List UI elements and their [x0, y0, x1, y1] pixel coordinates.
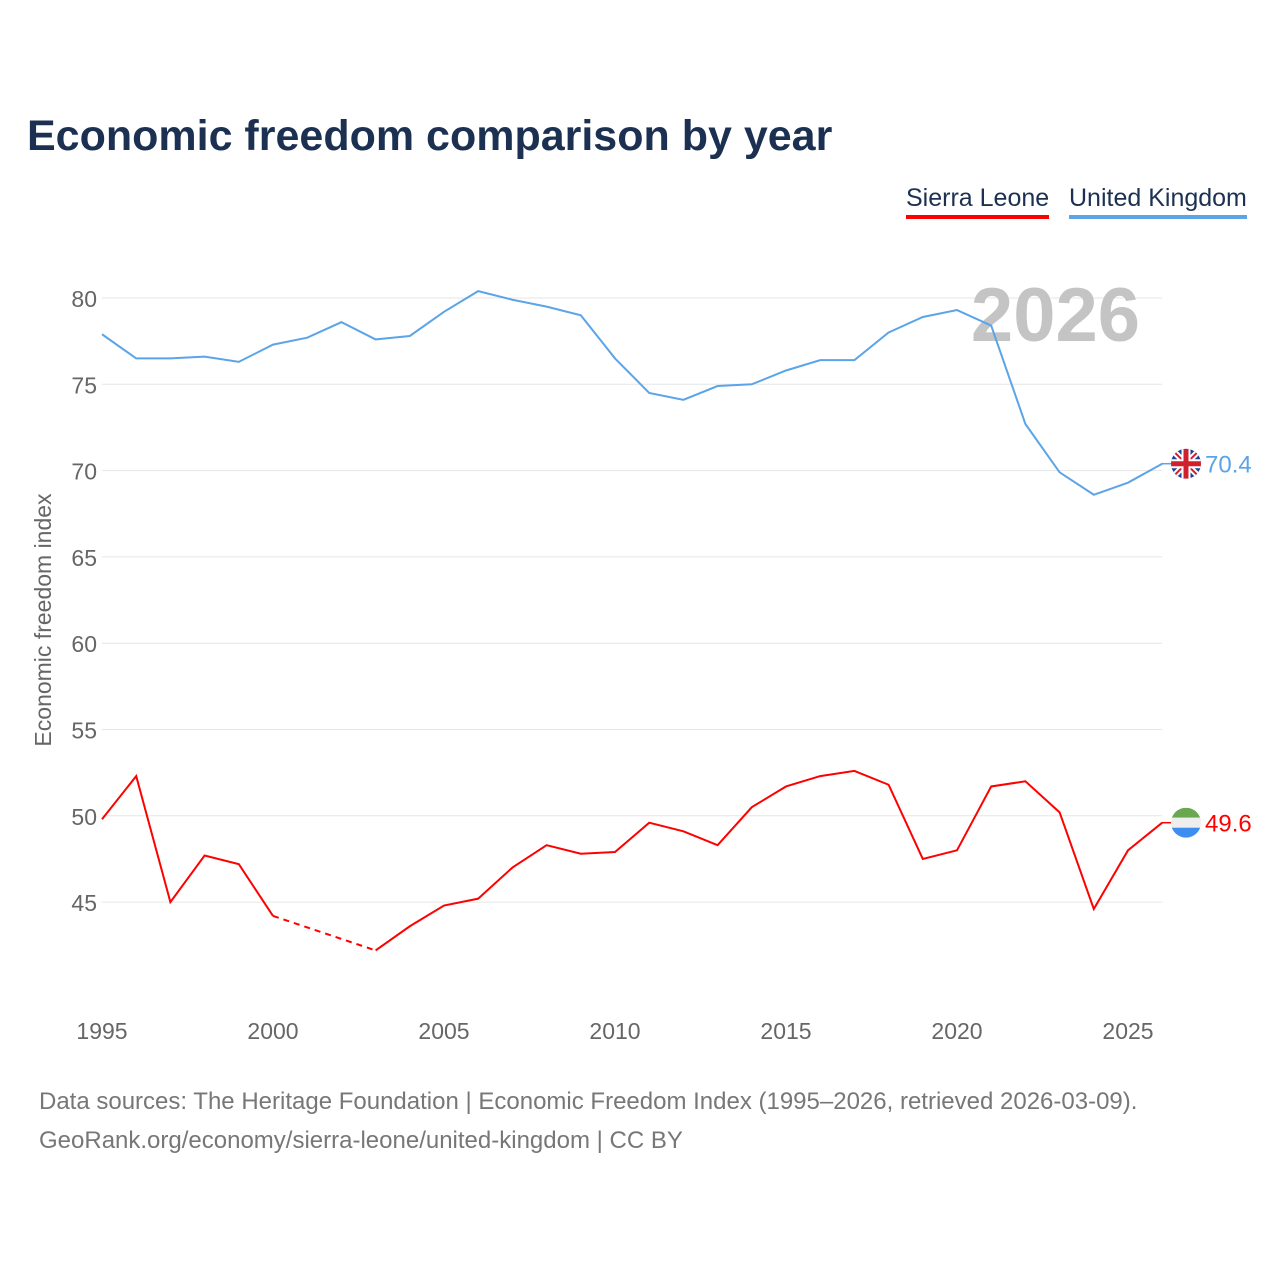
flag-cross-red [1171, 448, 1201, 479]
flag-body [1171, 448, 1201, 479]
y-tick-label: 75 [71, 372, 97, 398]
y-tick-label: 80 [71, 286, 97, 312]
line-chart: 45 50 55 60 65 70 75 80 1995 2000 2005 2010 2015 2020… [30, 273, 1252, 1044]
x-tick-label: 2000 [247, 1018, 298, 1044]
legend-united-kingdom[interactable]: United Kingdom [1069, 184, 1247, 219]
sierra-leone-flag-icon [1171, 807, 1201, 838]
series-united-kingdom: 70.4 [101, 290, 1252, 496]
series-line [101, 773, 274, 917]
x-tick-label: 1995 [76, 1018, 127, 1044]
y-tick-label: 45 [71, 890, 97, 916]
y-tick-label: 60 [71, 631, 97, 657]
x-tick-label: 2010 [589, 1018, 640, 1044]
x-tick-label: 2025 [1102, 1018, 1153, 1044]
y-tick-label: 50 [71, 804, 97, 830]
series-line [375, 769, 1163, 952]
year-watermark: 2026 [971, 273, 1140, 358]
legend-sierra-leone[interactable]: Sierra Leone [906, 184, 1050, 219]
end-value-label: 49.6 [1205, 811, 1252, 838]
end-value-label: 70.4 [1205, 452, 1252, 479]
chart-title: Economic freedom comparison by year [27, 112, 833, 160]
flag-body [1171, 807, 1201, 838]
united-kingdom-flag-icon [1171, 448, 1201, 479]
y-tick-label: 55 [71, 718, 97, 744]
flag-stripe-blue [1171, 827, 1201, 838]
source-note: Data sources: The Heritage Foundation | … [39, 1088, 1138, 1115]
y-tick-label: 70 [71, 459, 97, 485]
source-url[interactable]: GeoRank.org/economy/sierra-leone/united-… [39, 1127, 683, 1154]
x-tick-label: 2005 [418, 1018, 469, 1044]
flag-stripe-green [1171, 807, 1201, 818]
series-gap-line [272, 914, 376, 952]
series-sierra-leone: 49.6 [101, 769, 1252, 952]
flag-stripe-white [1171, 817, 1201, 828]
y-axis-label: Economic freedom index [30, 493, 56, 747]
y-tick-label: 65 [71, 545, 97, 571]
series-line [101, 290, 1163, 496]
x-tick-label: 2015 [760, 1018, 811, 1044]
x-tick-label: 2020 [931, 1018, 982, 1044]
